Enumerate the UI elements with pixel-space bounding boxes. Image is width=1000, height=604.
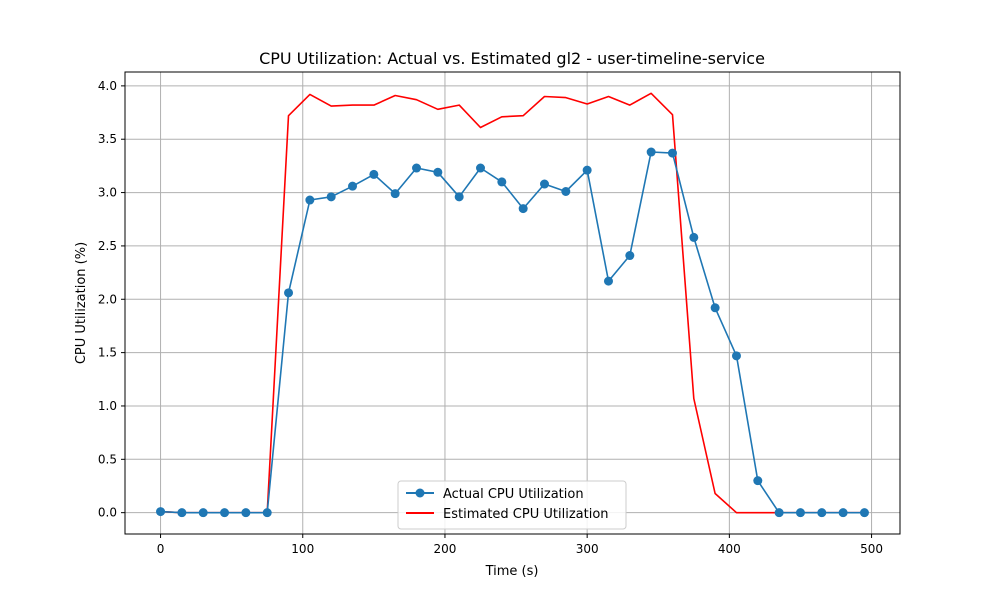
series-line-estimated [160, 92, 865, 514]
data-point-actual [795, 508, 805, 518]
data-point-actual [305, 195, 315, 205]
data-point-actual [667, 148, 677, 158]
y-tick-label: 3.0 [98, 186, 117, 200]
y-tick-label: 2.0 [98, 292, 117, 306]
data-point-actual [220, 508, 230, 518]
data-point-actual [646, 147, 656, 157]
data-point-actual [561, 187, 571, 197]
data-point-actual [369, 169, 379, 179]
data-point-actual [625, 251, 635, 261]
data-point-actual [326, 192, 336, 202]
data-point-actual [582, 165, 592, 175]
data-point-actual [838, 508, 848, 518]
data-point-actual [198, 508, 208, 518]
data-point-actual [284, 288, 294, 298]
data-point-actual [348, 181, 358, 191]
y-tick-label: 1.0 [98, 399, 117, 413]
x-tick-label: 200 [434, 542, 457, 556]
data-point-actual [412, 163, 422, 173]
x-tick-label: 0 [157, 542, 165, 556]
chart-title: CPU Utilization: Actual vs. Estimated gl… [259, 49, 765, 68]
plot-frame [124, 71, 901, 535]
data-point-actual [603, 276, 613, 286]
legend: Actual CPU Utilization Estimated CPU Uti… [397, 480, 627, 530]
series-line-actual [160, 151, 865, 514]
y-tick-label: 0.0 [98, 506, 117, 520]
data-point-actual [156, 507, 166, 517]
y-tick-label: 3.5 [98, 132, 117, 146]
data-point-actual [518, 204, 528, 214]
data-point-actual [177, 508, 187, 518]
legend-label-actual: Actual CPU Utilization [443, 487, 584, 502]
x-tick-label: 500 [860, 542, 883, 556]
legend-box [397, 480, 627, 530]
legend-marker-actual [415, 488, 425, 498]
data-point-actual [262, 508, 272, 518]
x-tick-label: 400 [718, 542, 741, 556]
data-point-actual [433, 167, 443, 177]
series-layer [156, 92, 869, 518]
data-point-actual [497, 177, 507, 187]
y-tick-label: 0.5 [98, 452, 117, 466]
y-tick-label: 4.0 [98, 79, 117, 93]
data-point-actual [454, 192, 464, 202]
x-tick-label: 300 [576, 542, 599, 556]
y-axis-label: CPU Utilization (%) [74, 242, 89, 364]
data-point-actual [390, 189, 400, 199]
axis-ticks: 0 100 200 300 400 500 0.0 0.5 1.0 1.5 2.0 2.5 3.0 3.5… [98, 79, 883, 556]
data-point-actual [753, 476, 763, 486]
y-tick-label: 2.5 [98, 239, 117, 253]
data-point-actual [774, 508, 784, 518]
data-point-actual [241, 508, 251, 518]
x-axis-label: Time (s) [485, 564, 539, 579]
data-point-actual [731, 351, 741, 361]
data-point-actual [859, 508, 869, 518]
y-tick-label: 1.5 [98, 346, 117, 360]
data-point-actual [710, 303, 720, 313]
data-point-actual [539, 179, 549, 189]
data-point-actual [817, 508, 827, 518]
x-tick-label: 100 [291, 542, 314, 556]
grid-lines [125, 72, 900, 534]
data-point-actual [476, 163, 486, 173]
data-point-actual [689, 232, 699, 242]
legend-label-estimated: Estimated CPU Utilization [443, 507, 609, 522]
